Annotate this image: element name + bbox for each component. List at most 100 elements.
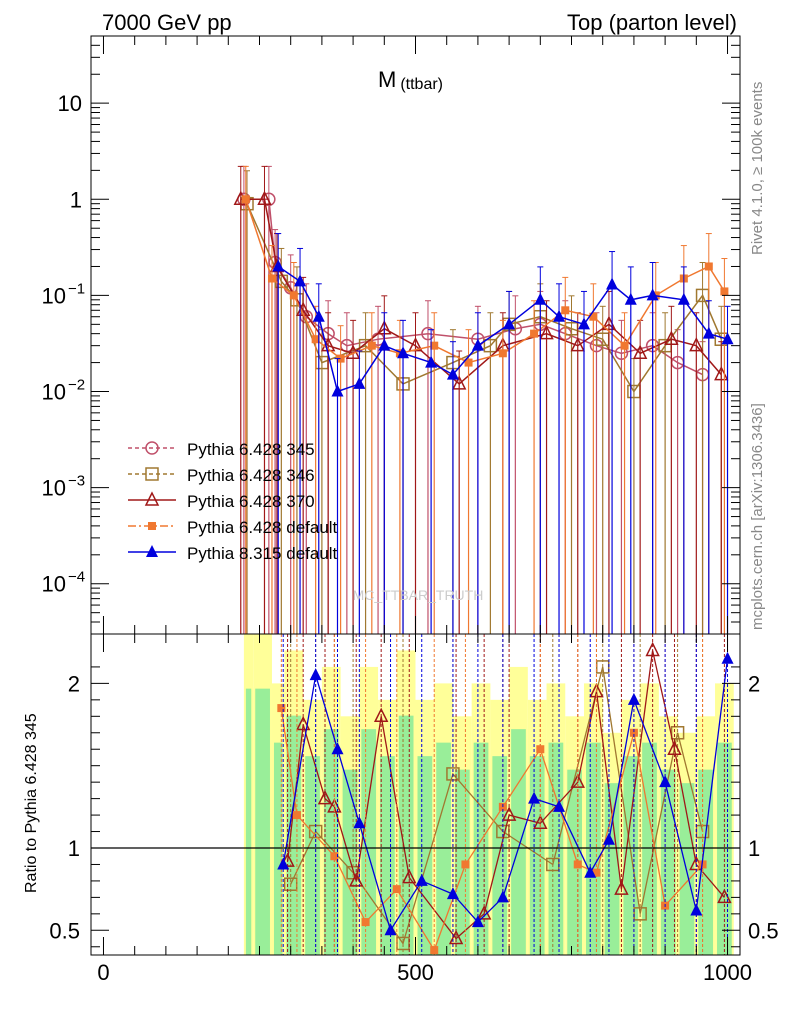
main-ytick-label-5: 10 bbox=[42, 572, 66, 597]
band-green-10 bbox=[417, 756, 433, 955]
ratio-ytick-label-right-0: 0.5 bbox=[748, 918, 779, 943]
ratio-pythia-6-428-default-point-0 bbox=[277, 704, 286, 713]
ratio-pythia-8-315-default-point-5 bbox=[415, 873, 428, 886]
pythia-6-428-370-point-1 bbox=[257, 190, 272, 206]
pythia-6-428-default-point-4 bbox=[336, 354, 345, 363]
legend: Pythia 6.428 345 Pythia 6.428 346 Pythia 6… bbox=[128, 440, 338, 563]
ratio-pythia-6-428-default-point-6 bbox=[461, 860, 470, 869]
ratio-pythia-8-315-default-point-3 bbox=[353, 816, 366, 829]
pythia-6-428-default-point-11 bbox=[561, 306, 570, 315]
plot-title-main: M bbox=[378, 67, 396, 92]
pythia-8-315-default-point-1 bbox=[294, 274, 307, 287]
pythia-8-315-default-point-4 bbox=[353, 376, 366, 389]
pythia-6-428-346-point-7 bbox=[483, 338, 498, 353]
plot-title: M (ttbar) bbox=[378, 67, 443, 93]
main-ytick-exp-5: −4 bbox=[68, 569, 85, 586]
pythia-6-428-default-point-10 bbox=[530, 329, 539, 338]
ratio-pythia-8-315-default-point-14 bbox=[659, 775, 672, 788]
legend-pythia-6-428-345-marker bbox=[145, 441, 159, 455]
ratio-pythia-6-428-370-point-9 bbox=[501, 806, 517, 821]
ratio-pythia-6-428-default-point-8 bbox=[536, 745, 545, 754]
legend-pythia-6-428-370-label: Pythia 6.428 370 bbox=[187, 492, 315, 511]
ratio-uncertainty-band bbox=[243, 634, 734, 955]
ratio-pythia-6-428-370-point-15 bbox=[667, 740, 682, 755]
main-ytick-exp-4: −3 bbox=[68, 473, 85, 490]
main-ytick-label-2: 10 bbox=[42, 283, 66, 308]
main-ytick-exp-3: −2 bbox=[68, 377, 85, 394]
pythia-8-315-default-point-9 bbox=[471, 338, 484, 351]
pythia-6-428-default-line bbox=[245, 199, 726, 364]
ratio-pythia-8-315-default-point-8 bbox=[496, 890, 509, 903]
band-green-1 bbox=[255, 688, 270, 955]
ratio-pythia-6-428-346-point-9 bbox=[670, 726, 685, 740]
main-ytick-exp-2: −1 bbox=[68, 280, 85, 297]
ratio-pythia-8-315-default-point-16 bbox=[721, 651, 734, 664]
legend-pythia-6-428-default-marker bbox=[148, 522, 156, 530]
ratio-pythia-6-428-370-point-10 bbox=[533, 814, 548, 830]
band-green-0 bbox=[245, 688, 252, 955]
ratio-ylabel: Ratio to Pythia 6.428 345 bbox=[23, 713, 40, 893]
legend-pythia-6-428-346-label: Pythia 6.428 346 bbox=[187, 466, 315, 485]
ratio-pythia-6-428-370-point-11 bbox=[570, 773, 585, 788]
band-green-20 bbox=[604, 783, 620, 955]
pythia-6-428-default-point-2 bbox=[289, 291, 298, 300]
ratio-pythia-6-428-default-point-9 bbox=[573, 860, 582, 869]
ratio-pythia-6-428-370-point-6 bbox=[402, 868, 417, 884]
pythia-8-315-default-point-8 bbox=[446, 367, 459, 380]
pythia-8-315-default-point-17 bbox=[677, 292, 690, 305]
ratio-pythia-6-428-default-point-10 bbox=[592, 868, 601, 877]
band-green-9 bbox=[398, 715, 414, 955]
band-green-8 bbox=[380, 756, 395, 955]
pythia-8-315-default-point-11 bbox=[534, 292, 547, 305]
pythia-6-428-370-point-11 bbox=[570, 336, 585, 352]
pythia-6-428-370-point-14 bbox=[664, 330, 679, 345]
band-green-4 bbox=[305, 756, 320, 955]
pythia-6-428-default-point-0 bbox=[241, 195, 250, 204]
pythia-6-428-default-point-3 bbox=[311, 335, 320, 344]
pythia-8-315-default-point-13 bbox=[577, 317, 590, 330]
pythia-6-428-default-point-7 bbox=[430, 341, 439, 350]
legend-pythia-8-315-default-label: Pythia 8.315 default bbox=[187, 544, 338, 563]
side-mcplots-label: mcplots.cern.ch [arXiv:1306.3436] bbox=[749, 403, 766, 630]
plot-title-sub: (ttbar) bbox=[400, 76, 443, 93]
ratio-ytick-label-left-0: 0.5 bbox=[49, 918, 80, 943]
pythia-8-315-default-point-0 bbox=[272, 259, 285, 272]
main-ytick-label-4: 10 bbox=[42, 476, 66, 501]
ratio-pythia-6-428-370-point-7 bbox=[448, 929, 464, 945]
band-green-2 bbox=[273, 742, 283, 955]
main-ytick-label-1: 1 bbox=[70, 187, 82, 212]
legend-pythia-8-315-default-marker bbox=[146, 545, 158, 557]
pythia-6-428-default-point-16 bbox=[704, 262, 713, 271]
ratio-xtick-label-0: 0 bbox=[97, 960, 109, 985]
pythia-8-315-default-point-6 bbox=[397, 346, 410, 359]
pythia-6-428-default-point-5 bbox=[367, 341, 376, 350]
pythia-8-315-default-point-7 bbox=[425, 355, 438, 368]
band-green-24 bbox=[679, 783, 695, 955]
pythia-8-315-default-point-10 bbox=[503, 317, 516, 330]
ratio-pythia-6-428-370-point-14 bbox=[645, 641, 660, 657]
ratio-pythia-6-428-default-point-2 bbox=[330, 852, 339, 861]
legend-pythia-6-428-370-marker bbox=[144, 491, 160, 506]
legend-pythia-6-428-default-label: Pythia 6.428 default bbox=[187, 518, 338, 537]
pythia-8-315-default-point-2 bbox=[312, 309, 325, 322]
header-right: Top (parton level) bbox=[567, 10, 737, 35]
pythia-6-428-default-point-1 bbox=[267, 274, 276, 283]
pythia-8-315-default-point-5 bbox=[378, 338, 391, 351]
pythia-6-428-default-point-9 bbox=[498, 349, 507, 358]
band-green-13 bbox=[473, 742, 489, 955]
main-ytick-label-3: 10 bbox=[42, 380, 66, 405]
band-green-5 bbox=[323, 729, 339, 955]
ratio-pythia-8-315-default-point-0 bbox=[277, 857, 290, 870]
ratio-pythia-6-428-default-point-11 bbox=[629, 728, 638, 737]
watermark: MC_TTBAR_TRUTH bbox=[353, 587, 484, 603]
ratio-pythia-6-428-default-line bbox=[280, 708, 704, 952]
main-ytick-label-0: 10 bbox=[58, 91, 82, 116]
ratio-pythia-8-315-default-point-15 bbox=[690, 903, 703, 916]
pythia-6-428-370-point-10 bbox=[539, 324, 554, 340]
band-green-19 bbox=[585, 742, 601, 955]
band-green-16 bbox=[529, 756, 545, 955]
pythia-8-315-default-point-14 bbox=[606, 277, 619, 290]
ratio-pythia-8-315-default-point-1 bbox=[309, 668, 322, 681]
